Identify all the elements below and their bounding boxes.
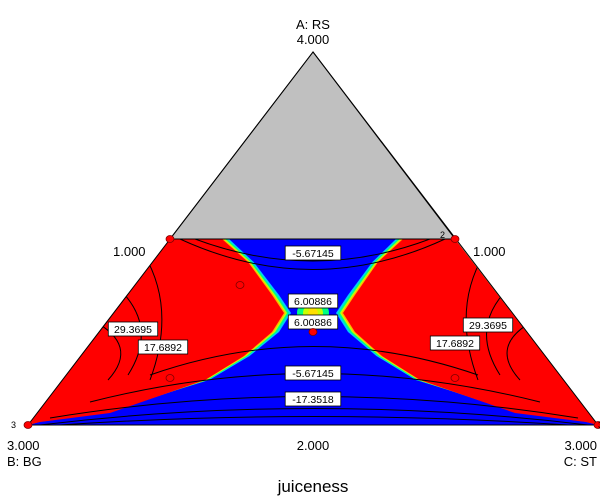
contour-label: -17.3518 [292,394,334,406]
design-point [593,421,600,429]
replicate-count: 3 [11,420,16,430]
contour-label-box [137,339,189,355]
infeasible-region [168,51,457,240]
contour-label-box [429,335,481,351]
contour-label-box [462,317,514,333]
design-point [23,421,33,429]
contour-label-box [284,365,342,381]
contour-line [194,239,431,262]
bottom-edge-tick: 2.000 [297,438,330,453]
contour-label: 29.3695 [114,324,152,336]
contour-label: 29.3695 [469,320,507,332]
left-edge-tick: 1.000 [113,244,146,259]
contour-line [39,408,589,425]
contour-line [149,346,479,376]
design-point [450,374,460,382]
contour-label-box [284,245,342,261]
design-point [235,281,245,289]
contour-label: -5.67145 [292,248,334,260]
contour-line [179,239,446,270]
vertex-top-name: A: RS [296,17,330,32]
contour-label-box [107,321,159,337]
response-title: juiceness [277,477,349,496]
design-point [308,328,318,336]
contour-label: -5.67145 [292,368,334,380]
contour-line [59,416,569,425]
contour-label: 17.6892 [144,342,182,354]
contour-label-box [287,293,339,309]
vertex-left-value: 3.000 [7,438,40,453]
replicate-count: 3 [598,420,600,430]
design-point [165,374,175,382]
right-edge-tick: 1.000 [473,244,506,259]
contour-label: 17.6892 [436,338,474,350]
contour-label: 6.00886 [294,317,332,329]
replicate-count: 2 [440,230,445,240]
contour-label: 6.00886 [294,296,332,308]
vertex-left-name: B: BG [7,454,42,469]
vertex-right-name: C: ST [564,454,597,469]
design-point [165,235,175,243]
vertex-right-value: 3.000 [564,438,597,453]
design-point [450,235,460,243]
contour-label-box [284,391,342,407]
vertex-top-value: 4.000 [297,32,330,47]
